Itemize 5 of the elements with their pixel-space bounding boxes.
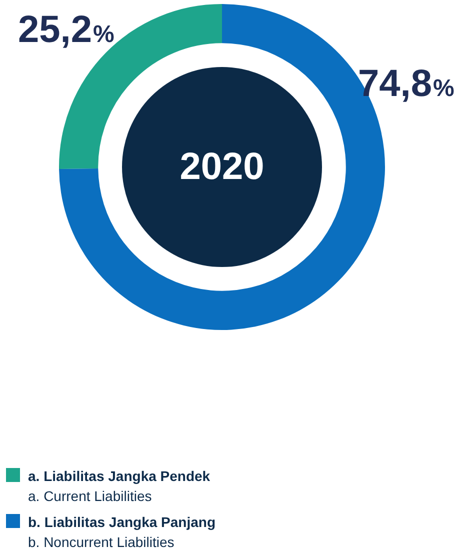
legend-label: a. Liabilitas Jangka Pendek a. Current Liabilities: [28, 467, 210, 506]
data-label: 25,2%: [18, 9, 114, 51]
center-disc: 2020: [122, 67, 322, 267]
data-label: 74,8%: [358, 63, 454, 105]
legend-label: b. Liabilitas Jangka Panjang b. Noncurrent Liabilities: [28, 513, 216, 552]
